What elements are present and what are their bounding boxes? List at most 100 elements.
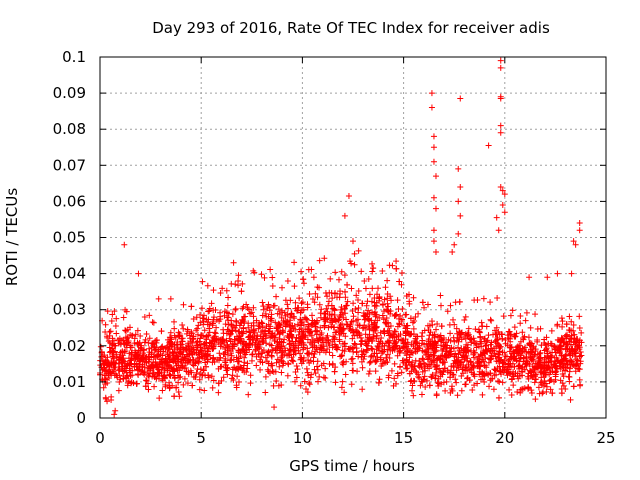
data-point (460, 352, 467, 359)
data-point (483, 338, 490, 345)
data-point (309, 312, 316, 319)
data-point (343, 302, 350, 309)
data-point (221, 339, 228, 346)
data-point (447, 330, 454, 337)
data-point (260, 333, 267, 340)
x-tick-label: 0 (95, 429, 105, 447)
data-point (232, 281, 239, 288)
data-point (452, 376, 459, 383)
data-point (319, 339, 326, 346)
data-point (237, 364, 244, 371)
data-point (391, 328, 398, 335)
data-point (446, 345, 453, 352)
data-point (411, 337, 418, 344)
data-point (296, 340, 303, 347)
data-point (342, 294, 349, 301)
data-point (135, 270, 142, 277)
data-point (246, 328, 253, 335)
data-point (444, 342, 451, 349)
data-point (112, 323, 119, 330)
data-point (331, 311, 338, 318)
data-point (470, 340, 477, 347)
data-point (463, 357, 470, 364)
data-point (270, 302, 277, 309)
data-point (248, 357, 255, 364)
data-point (379, 267, 386, 274)
data-point (398, 270, 405, 277)
data-point (265, 313, 272, 320)
data-point (409, 350, 416, 357)
data-point (464, 344, 471, 351)
data-point (518, 368, 525, 375)
data-point (532, 396, 539, 403)
data-point (359, 325, 366, 332)
data-point (189, 382, 196, 389)
data-point (365, 276, 372, 283)
data-point (398, 369, 405, 376)
data-point (455, 351, 462, 358)
data-point (354, 368, 361, 375)
data-point (246, 340, 253, 347)
data-point (259, 312, 266, 319)
data-point (306, 381, 313, 388)
y-tick-label: 0.04 (53, 265, 86, 283)
data-point (133, 380, 140, 387)
data-point (476, 368, 483, 375)
data-point (408, 349, 415, 356)
data-point (374, 354, 381, 361)
data-point (183, 368, 190, 375)
data-point (426, 332, 433, 339)
data-point (369, 260, 376, 267)
data-point (312, 323, 319, 330)
data-point (554, 270, 561, 277)
data-point (494, 294, 501, 301)
data-point (235, 282, 242, 289)
data-point (199, 278, 206, 285)
data-point (504, 342, 511, 349)
data-point (128, 380, 135, 387)
data-point (183, 345, 190, 352)
data-point (250, 313, 257, 320)
data-point (497, 122, 504, 129)
data-point (335, 344, 342, 351)
data-point (574, 357, 581, 364)
data-point (359, 337, 366, 344)
data-point (487, 316, 494, 323)
data-point (306, 351, 313, 358)
data-point (342, 310, 349, 317)
data-point (454, 392, 461, 399)
data-point (316, 257, 323, 264)
data-point (333, 344, 340, 351)
data-point (455, 165, 462, 172)
data-point (274, 356, 281, 363)
data-point (203, 316, 210, 323)
data-point (363, 346, 370, 353)
data-point (388, 297, 395, 304)
data-point (309, 344, 316, 351)
data-point (299, 299, 306, 306)
data-point (341, 272, 348, 279)
data-point (369, 268, 376, 275)
data-point (434, 379, 441, 386)
data-point (265, 328, 272, 335)
data-point (136, 339, 143, 346)
data-point (416, 374, 423, 381)
data-point (153, 352, 160, 359)
data-point (124, 382, 131, 389)
data-point (354, 316, 361, 323)
data-point (430, 194, 437, 201)
data-point (566, 352, 573, 359)
data-point (367, 358, 374, 365)
data-point (328, 302, 335, 309)
data-point (127, 344, 134, 351)
data-point (219, 336, 226, 343)
data-point (317, 324, 324, 331)
data-point (422, 348, 429, 355)
data-point (305, 357, 312, 364)
data-point (210, 354, 217, 361)
data-point (527, 354, 534, 361)
data-point (162, 381, 169, 388)
data-point (488, 317, 495, 324)
data-point (351, 250, 358, 257)
data-point (150, 370, 157, 377)
